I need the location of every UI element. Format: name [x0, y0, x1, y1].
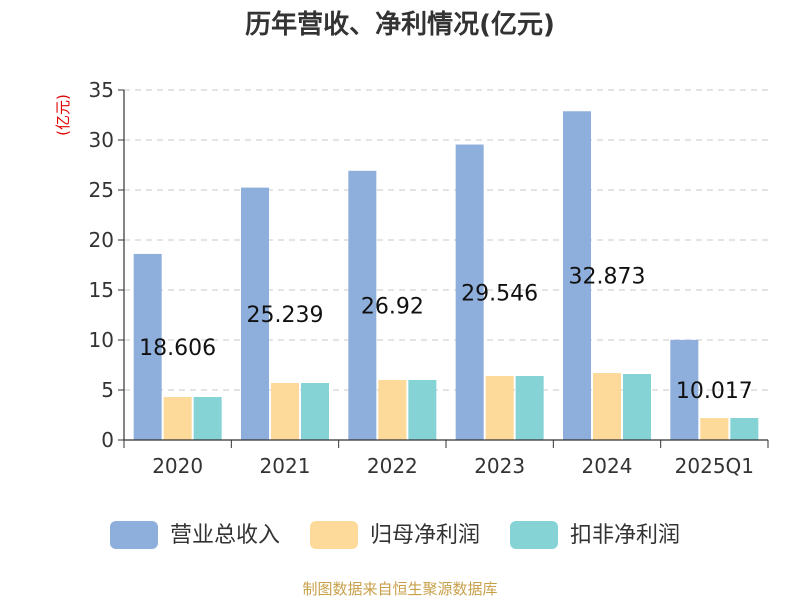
- legend-swatch: [510, 521, 558, 549]
- data-label: 26.92: [361, 294, 424, 319]
- legend-swatch: [310, 521, 358, 549]
- bar-3: [730, 418, 759, 440]
- bar-1: [670, 339, 699, 440]
- bar-2: [163, 397, 192, 440]
- axes: 0 5 10 15 20 25 30 35 2020 2021 2022 2023 2024 2025Q1: [89, 78, 769, 478]
- bar-1: [241, 187, 269, 440]
- bar-2: [593, 373, 621, 440]
- x-tick-label: 2020: [152, 454, 203, 478]
- bar-2: [485, 376, 514, 440]
- x-tick-label: 2022: [367, 454, 418, 478]
- data-label: 32.873: [569, 265, 646, 290]
- bar-1: [348, 170, 377, 441]
- x-tick-label: 2021: [260, 454, 311, 478]
- legend-label: 扣非净利润: [570, 523, 680, 548]
- bar-2: [700, 418, 729, 440]
- x-tick-label: 2024: [582, 454, 633, 478]
- bar-3: [623, 374, 651, 440]
- y-tick-label: 35: [89, 78, 114, 102]
- data-label: 29.546: [461, 281, 538, 306]
- grid-lines: [124, 89, 768, 391]
- legend-swatch: [110, 521, 158, 549]
- bar-2: [271, 383, 299, 440]
- y-tick-label: 30: [89, 128, 114, 152]
- y-tick-label: 20: [89, 228, 114, 252]
- y-tick-label: 10: [89, 328, 114, 352]
- data-label: 18.606: [139, 336, 216, 361]
- bar-3: [193, 397, 222, 440]
- x-tick-label: 2023: [474, 454, 525, 478]
- bar-1: [133, 253, 162, 440]
- data-labels: 18.606 25.239 26.92 29.546 32.873 10.017: [139, 265, 753, 404]
- x-tick-label: 2025Q1: [675, 454, 754, 478]
- y-tick-label: 5: [101, 378, 114, 402]
- y-tick-label: 25: [89, 178, 114, 202]
- data-label: 25.239: [247, 303, 324, 328]
- bar-2: [378, 380, 407, 440]
- y-tick-label: 15: [89, 278, 114, 302]
- y-axis-label: (亿元): [54, 94, 72, 136]
- y-tick-label: 0: [101, 428, 114, 452]
- source-note: 制图数据来自恒生聚源数据库: [302, 580, 497, 598]
- bar-3: [515, 376, 544, 440]
- bar-1: [455, 144, 484, 441]
- legend: 营业总收入 归母净利润 扣非净利润: [110, 521, 680, 549]
- legend-label: 归母净利润: [370, 523, 480, 548]
- bars: [133, 111, 759, 441]
- legend-label: 营业总收入: [170, 523, 280, 548]
- bar-1: [563, 111, 591, 441]
- bar-3: [301, 383, 329, 440]
- bar-3: [408, 380, 437, 440]
- chart-title: 历年营收、净利情况(亿元): [245, 9, 555, 40]
- data-label: 10.017: [676, 379, 753, 404]
